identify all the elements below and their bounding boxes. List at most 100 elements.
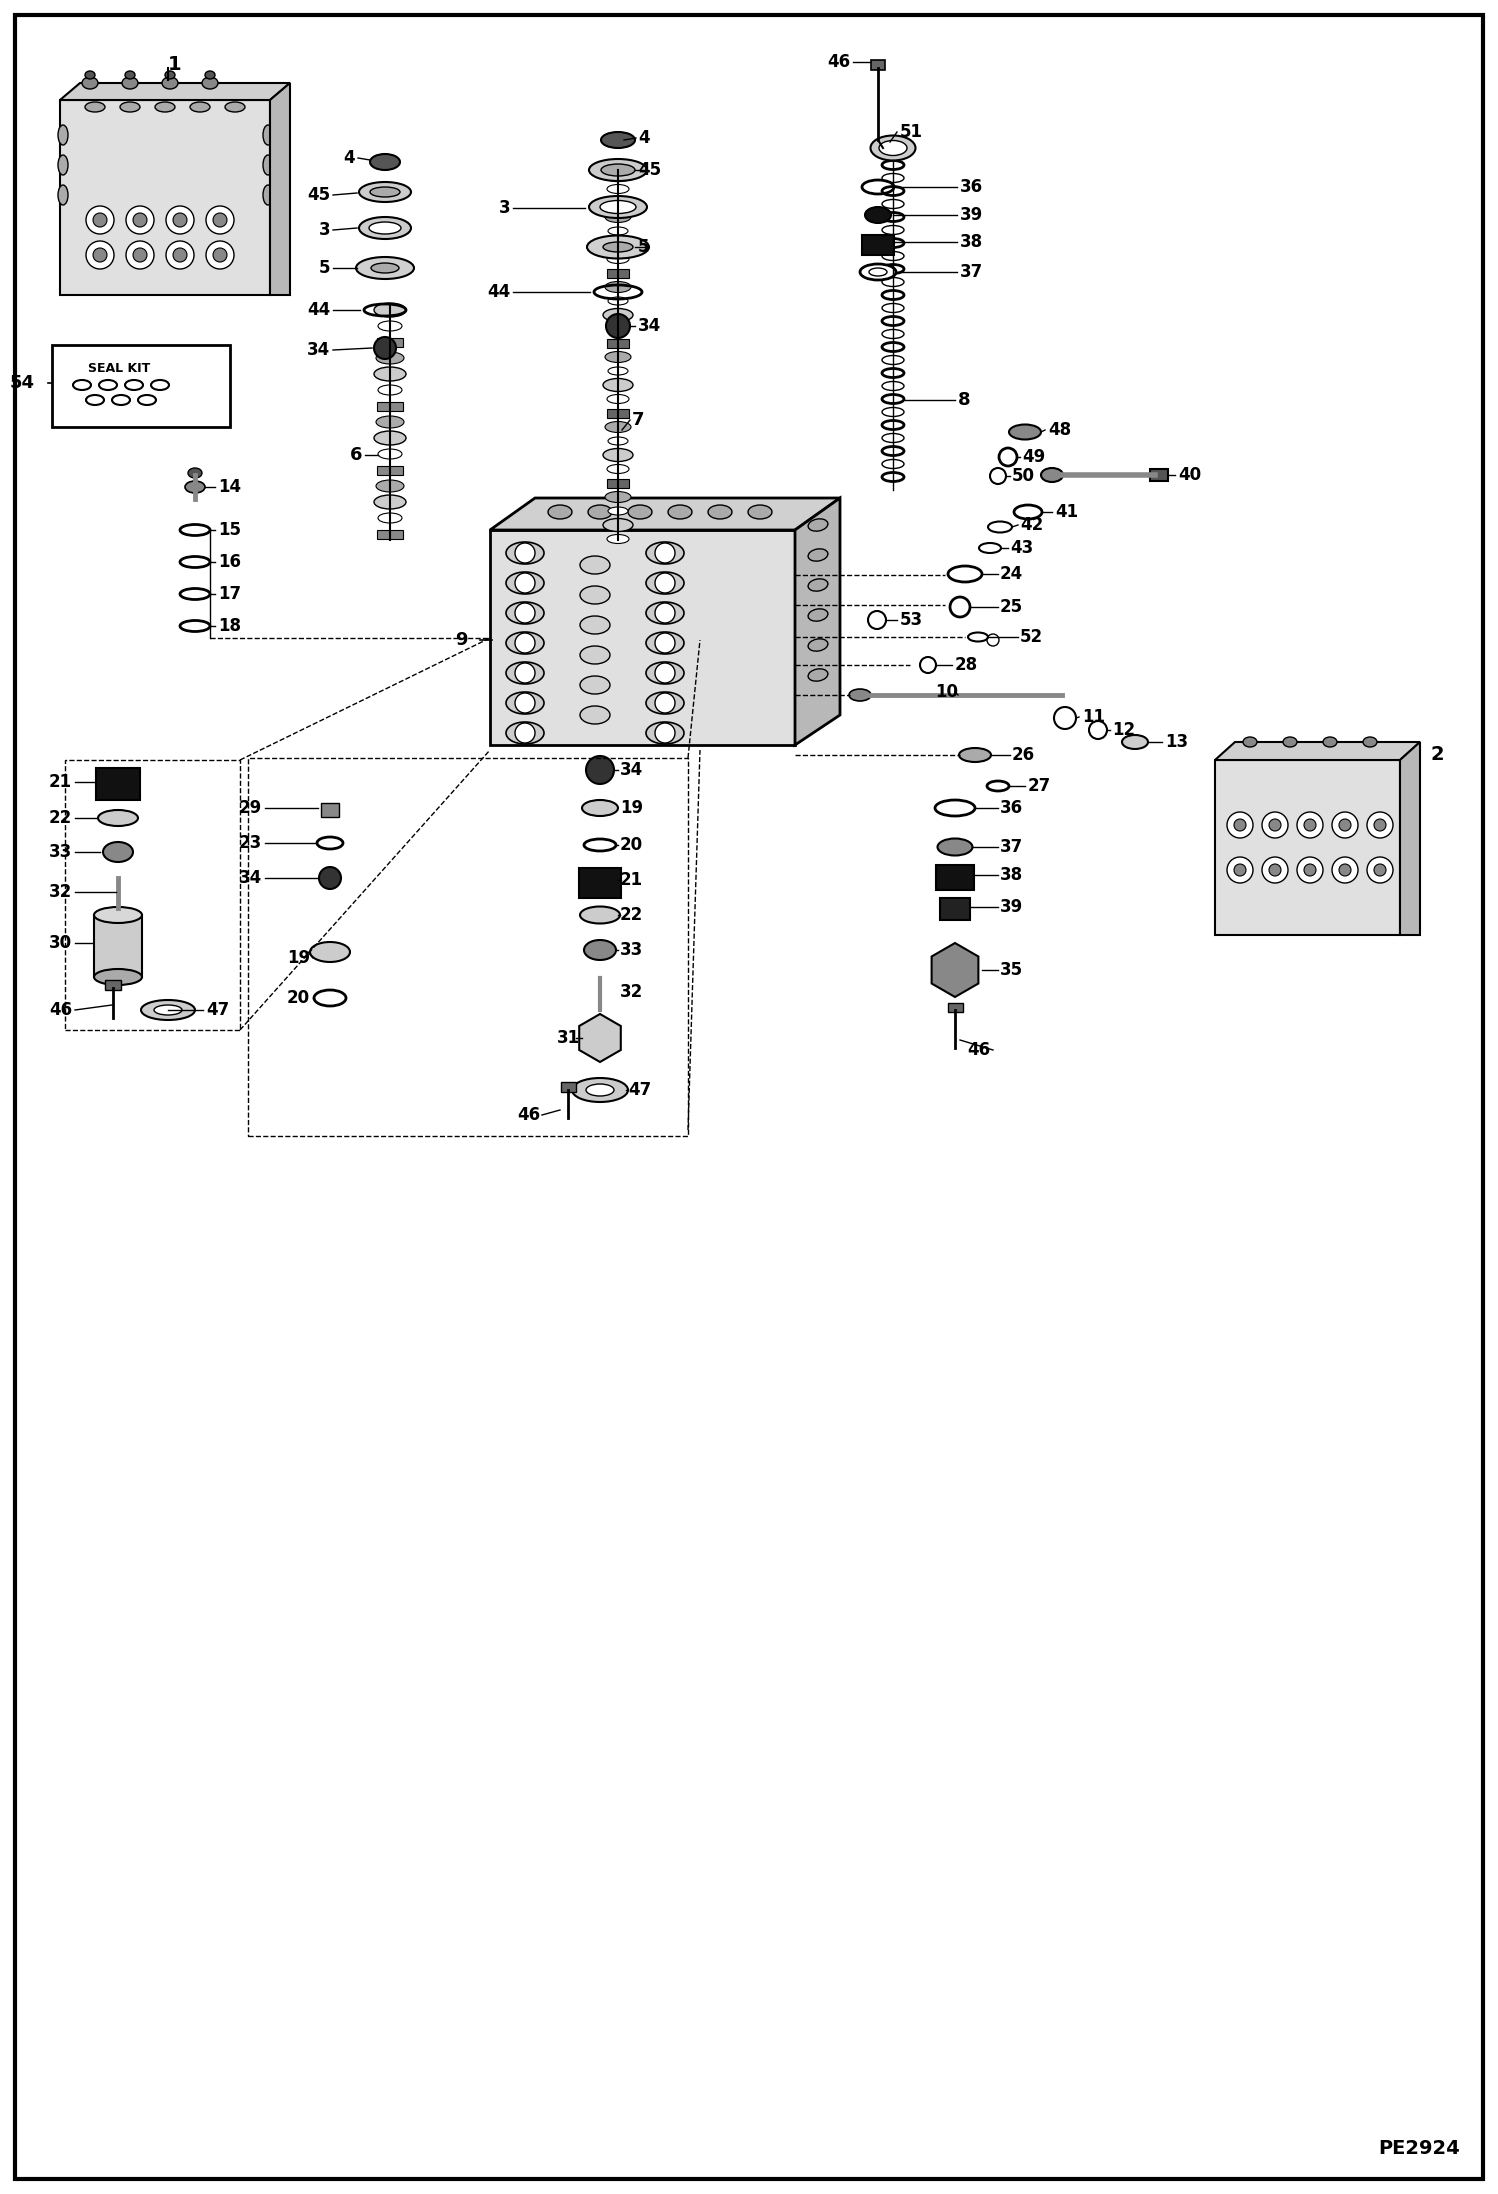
Circle shape (207, 241, 234, 270)
Circle shape (93, 213, 106, 226)
Ellipse shape (374, 303, 406, 316)
Ellipse shape (882, 200, 903, 208)
Ellipse shape (601, 200, 637, 213)
Polygon shape (580, 1014, 620, 1062)
Ellipse shape (506, 632, 544, 654)
Circle shape (1368, 858, 1393, 882)
Circle shape (586, 757, 614, 783)
Circle shape (1261, 812, 1288, 838)
Bar (607, 408, 629, 419)
Text: 46: 46 (966, 1040, 990, 1060)
Text: 15: 15 (219, 520, 241, 540)
Ellipse shape (882, 303, 903, 312)
Text: 11: 11 (1082, 709, 1106, 726)
Ellipse shape (1122, 735, 1147, 748)
Bar (52, 344, 231, 428)
Ellipse shape (605, 281, 631, 292)
Circle shape (515, 542, 535, 564)
Ellipse shape (264, 125, 273, 145)
Text: 45: 45 (638, 160, 661, 180)
Text: 16: 16 (219, 553, 241, 570)
Ellipse shape (646, 573, 685, 595)
Ellipse shape (506, 542, 544, 564)
Circle shape (1368, 812, 1393, 838)
Circle shape (1339, 818, 1351, 832)
Text: 30: 30 (49, 935, 72, 952)
Ellipse shape (1041, 467, 1064, 483)
Circle shape (126, 206, 154, 235)
Text: 53: 53 (900, 610, 923, 630)
Ellipse shape (506, 663, 544, 685)
Bar (607, 478, 629, 487)
Circle shape (1234, 864, 1246, 875)
Bar (94, 915, 142, 976)
Text: 47: 47 (628, 1082, 652, 1099)
Circle shape (1297, 858, 1323, 882)
Circle shape (172, 248, 187, 261)
Text: 20: 20 (620, 836, 643, 853)
Circle shape (126, 241, 154, 270)
Circle shape (1055, 706, 1076, 728)
Bar (321, 803, 339, 816)
Ellipse shape (608, 507, 628, 516)
Circle shape (133, 213, 147, 226)
Ellipse shape (882, 226, 903, 235)
Text: 19: 19 (288, 950, 310, 968)
Text: 29: 29 (238, 799, 262, 816)
Ellipse shape (607, 535, 629, 544)
Ellipse shape (506, 573, 544, 595)
Ellipse shape (882, 408, 903, 417)
Text: 13: 13 (1165, 733, 1188, 750)
Ellipse shape (190, 101, 210, 112)
Ellipse shape (882, 265, 903, 274)
Ellipse shape (377, 384, 401, 395)
Ellipse shape (506, 722, 544, 744)
Ellipse shape (882, 252, 903, 261)
Circle shape (213, 248, 228, 261)
Ellipse shape (1010, 423, 1041, 439)
Ellipse shape (807, 610, 828, 621)
Ellipse shape (607, 325, 629, 333)
Ellipse shape (879, 140, 906, 156)
Circle shape (1261, 858, 1288, 882)
Ellipse shape (882, 290, 903, 301)
Circle shape (515, 603, 535, 623)
Circle shape (85, 206, 114, 235)
Bar (249, 757, 688, 1136)
Ellipse shape (589, 195, 647, 217)
Text: 31: 31 (557, 1029, 580, 1047)
Ellipse shape (58, 156, 67, 176)
Text: 5: 5 (319, 259, 330, 276)
Circle shape (1374, 864, 1386, 875)
Ellipse shape (572, 1077, 628, 1101)
Polygon shape (795, 498, 840, 746)
Ellipse shape (360, 182, 410, 202)
Circle shape (1269, 818, 1281, 832)
Text: 52: 52 (1020, 627, 1043, 645)
Ellipse shape (882, 472, 903, 480)
Text: 41: 41 (1055, 502, 1079, 520)
Text: 4: 4 (638, 129, 650, 147)
Polygon shape (490, 498, 840, 531)
Ellipse shape (646, 632, 685, 654)
Text: 44: 44 (487, 283, 509, 301)
Ellipse shape (584, 939, 616, 961)
Ellipse shape (864, 206, 891, 224)
Ellipse shape (605, 351, 631, 362)
Circle shape (133, 248, 147, 261)
Ellipse shape (82, 77, 97, 90)
Circle shape (172, 213, 187, 226)
Ellipse shape (374, 430, 406, 445)
Ellipse shape (807, 669, 828, 680)
Ellipse shape (882, 434, 903, 443)
Text: 37: 37 (1001, 838, 1023, 856)
Text: 47: 47 (207, 1000, 229, 1018)
Ellipse shape (882, 369, 903, 377)
Circle shape (515, 573, 535, 592)
Circle shape (93, 248, 106, 261)
Text: 46: 46 (827, 53, 849, 70)
Ellipse shape (607, 465, 629, 474)
Circle shape (85, 241, 114, 270)
Ellipse shape (58, 184, 67, 204)
Ellipse shape (608, 226, 628, 235)
